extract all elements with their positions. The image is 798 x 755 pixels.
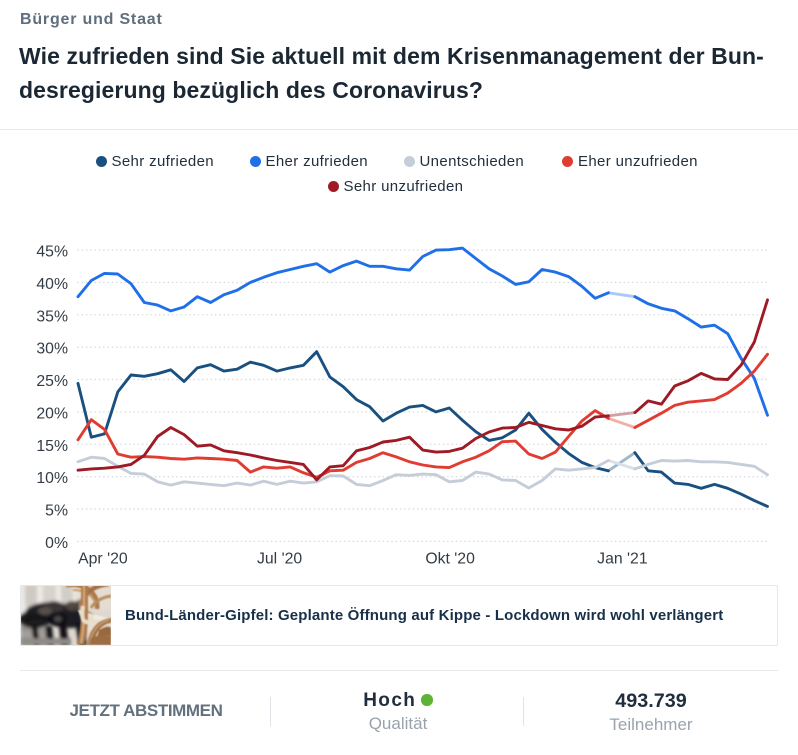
svg-text:Apr '20: Apr '20 xyxy=(78,551,128,568)
svg-text:40%: 40% xyxy=(36,276,68,293)
svg-text:Okt '20: Okt '20 xyxy=(425,551,475,568)
svg-text:10%: 10% xyxy=(36,470,68,487)
svg-text:Jan '21: Jan '21 xyxy=(597,551,648,568)
svg-text:25%: 25% xyxy=(36,373,68,390)
svg-text:35%: 35% xyxy=(36,308,68,325)
svg-text:30%: 30% xyxy=(36,341,68,358)
svg-text:0%: 0% xyxy=(45,535,68,552)
svg-text:5%: 5% xyxy=(45,503,68,520)
svg-text:45%: 45% xyxy=(36,244,68,261)
svg-text:15%: 15% xyxy=(36,438,68,455)
svg-text:20%: 20% xyxy=(36,405,68,422)
svg-text:Jul '20: Jul '20 xyxy=(257,551,302,568)
